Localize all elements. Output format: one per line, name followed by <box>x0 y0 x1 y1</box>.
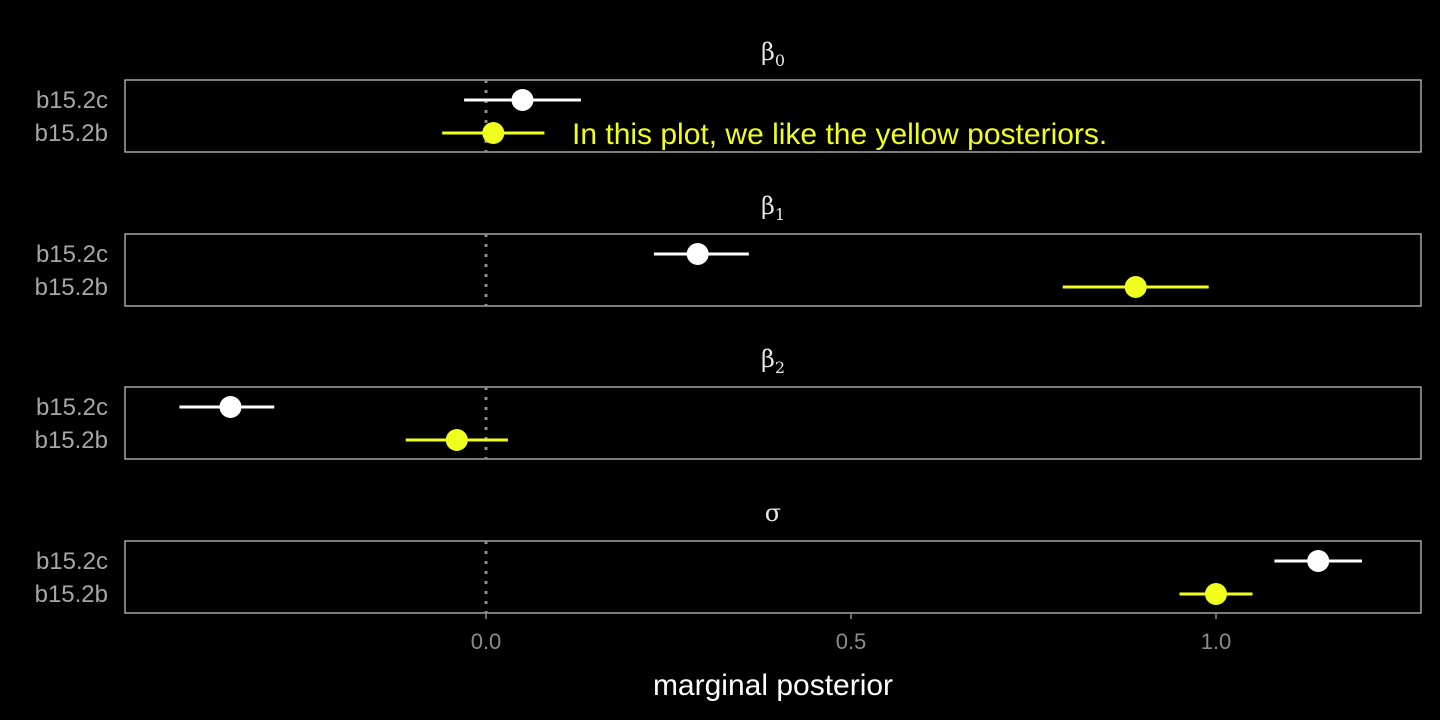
x-axis-title: marginal posterior <box>653 669 893 702</box>
panel-title-symbol: β <box>761 38 775 66</box>
panel-title-subscript: 1 <box>775 205 785 224</box>
panel-title-subscript: 0 <box>775 51 785 70</box>
panel-border <box>124 79 1422 153</box>
panel-title-subscript: 2 <box>775 358 785 377</box>
x-tick-label: 0.5 <box>836 629 867 654</box>
y-label-b15.2c: b15.2c <box>36 87 108 114</box>
y-label-b15.2b: b15.2b <box>35 581 108 608</box>
y-label-b15.2b: b15.2b <box>35 427 108 454</box>
y-label-b15.2c: b15.2c <box>36 394 108 421</box>
panel-title: β1 <box>761 192 785 224</box>
panel-border <box>124 386 1422 460</box>
panel-1: β0 b15.2c b15.2b In this plot, we like the … <box>35 38 1422 153</box>
panel-title-symbol: β <box>761 345 775 373</box>
annotation-text: In this plot, we like the yellow posteri… <box>572 118 1107 151</box>
panel-border <box>124 540 1422 614</box>
x-tick-label: 0.0 <box>471 629 502 654</box>
y-label-b15.2b: b15.2b <box>35 274 108 301</box>
point-b15.2b <box>482 122 505 144</box>
panel-2: β1 b15.2c b15.2b <box>35 192 1422 307</box>
y-label-b15.2c: b15.2c <box>36 548 108 575</box>
panel-4: σ b15.2c b15.2b <box>35 499 1422 614</box>
point-b15.2b <box>1124 276 1147 298</box>
panel-title-symbol: σ <box>765 499 781 527</box>
point-b15.2c <box>1307 550 1330 572</box>
point-b15.2b <box>445 429 468 451</box>
panel-title: β0 <box>761 38 785 70</box>
y-label-b15.2b: b15.2b <box>35 120 108 147</box>
panel-3: β2 b15.2c b15.2b <box>35 345 1422 460</box>
point-b15.2c <box>219 396 242 418</box>
point-b15.2c <box>686 243 709 265</box>
panel-title: σ <box>765 499 781 527</box>
point-b15.2b <box>1205 583 1227 605</box>
panel-title-symbol: β <box>761 192 775 220</box>
panel-title: β2 <box>761 345 785 377</box>
x-axis: 0.0 0.5 1.0 <box>471 613 1232 654</box>
y-label-b15.2c: b15.2c <box>36 241 108 268</box>
panel-border <box>124 233 1422 307</box>
point-b15.2c <box>511 89 534 111</box>
x-tick-label: 1.0 <box>1201 629 1232 654</box>
